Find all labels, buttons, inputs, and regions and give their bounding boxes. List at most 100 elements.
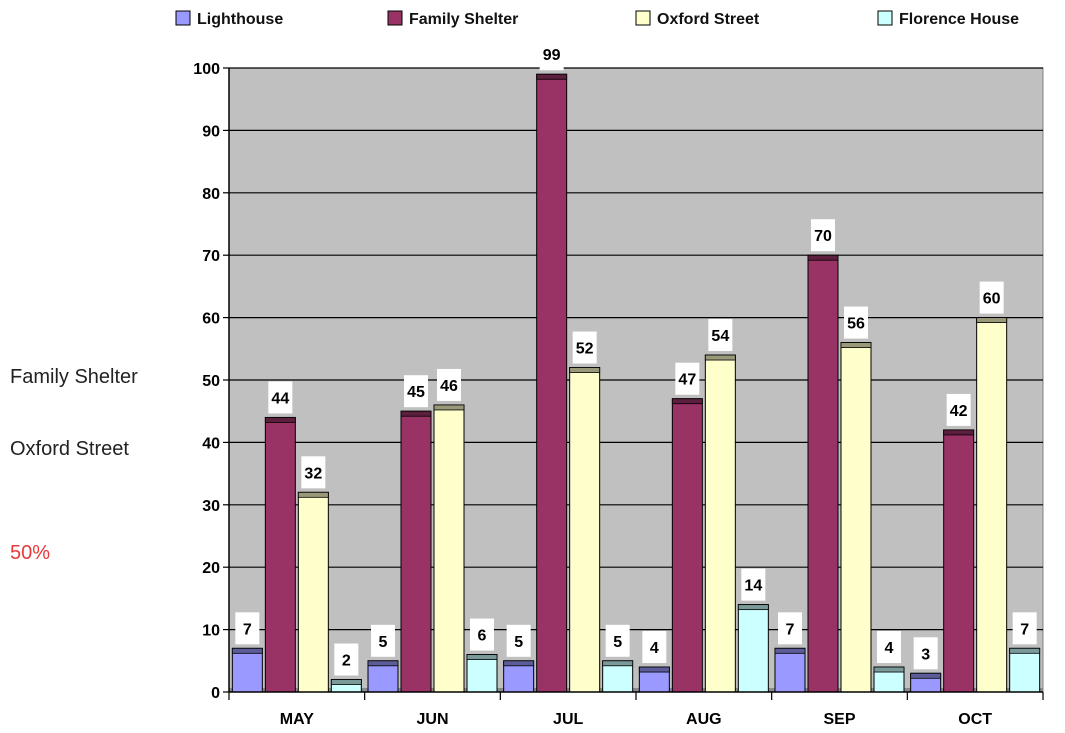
data-label-box-lighthouse-may [235,612,260,645]
data-label-box-florence-house-oct [1012,612,1037,645]
bar-cap-florence-house-jul [602,660,634,667]
legend-label-family-shelter: Family Shelter [409,11,518,28]
data-label-box-oxford-street-sep [844,306,868,339]
data-label-box-oxford-street-jun [437,368,461,401]
data-label-box-oxford-street-aug [708,319,733,352]
y-tick-label: 0 [211,685,220,702]
legend-label-florence-house: Florence House [899,11,1019,28]
data-label-box-oxford-street-jul [572,331,597,364]
y-tick-label: 30 [202,498,220,515]
y-tick-label: 80 [202,186,220,203]
bar-family-shelter-oct [943,429,975,693]
data-label-florence-house-jul: 5 [613,634,622,651]
bar-cap-oxford-street-sep [840,342,872,348]
data-label-box-lighthouse-jul [506,624,531,657]
bar-cap-lighthouse-jul [503,660,535,667]
bar-family-shelter-jul [536,73,568,693]
data-label-box-family-shelter-aug [675,362,700,395]
bar-lighthouse-may [231,647,263,693]
legend-swatch-oxford-street [635,10,651,26]
x-tick-label-jun: JUN [416,711,448,728]
data-label-box-lighthouse-jun [371,624,395,657]
data-label-box-florence-house-aug [741,568,766,601]
side-label-family-shelter: Family Shelter [10,366,138,388]
bar-cap-family-shelter-sep [807,254,839,261]
x-tick-label-jul: JUL [553,711,583,728]
data-label-florence-house-aug: 14 [744,578,762,595]
data-label-lighthouse-jun: 5 [379,634,388,651]
side-label-percent: 50% [10,542,51,564]
data-label-family-shelter-sep: 70 [814,228,832,245]
data-label-florence-house-may: 2 [342,653,351,670]
bar-cap-lighthouse-jun [367,660,399,667]
data-label-box-florence-house-jun [470,618,494,651]
bar-oxford-street-jul [569,367,601,693]
bar-cap-oxford-street-may [297,491,329,498]
y-tick-label: 60 [202,311,220,328]
bar-cap-oxford-street-jun [433,404,465,411]
data-label-box-lighthouse-oct [913,637,938,670]
data-label-lighthouse-oct: 3 [921,646,930,663]
bar-family-shelter-aug [671,398,703,693]
bar-oxford-street-sep [840,342,872,693]
data-label-family-shelter-jun: 45 [407,384,425,401]
bar-cap-family-shelter-may [264,417,296,423]
bar-cap-family-shelter-oct [943,429,975,436]
data-label-box-lighthouse-sep [778,612,802,645]
data-label-oxford-street-jul: 52 [576,341,594,358]
data-label-lighthouse-jul: 5 [514,634,523,651]
data-label-box-lighthouse-aug [642,631,667,664]
bar-family-shelter-sep [807,254,839,693]
bar-cap-lighthouse-sep [774,647,806,654]
bar-cap-florence-house-may [330,679,362,685]
bar-cap-family-shelter-jun [400,410,432,417]
data-label-florence-house-oct: 7 [1020,621,1029,638]
legend-label-oxford-street: Oxford Street [657,11,760,28]
x-tick-label-oct: OCT [958,711,992,728]
bar-cap-lighthouse-oct [910,672,942,679]
bar-cap-oxford-street-jul [569,367,601,373]
data-label-box-family-shelter-jul [539,38,564,71]
y-tick-label: 90 [202,123,220,140]
x-tick-label-may: MAY [280,711,314,728]
x-tick-label-aug: AUG [686,711,722,728]
bar-cap-florence-house-oct [1009,647,1041,654]
data-label-family-shelter-may: 44 [271,390,289,407]
y-tick-label: 10 [202,623,220,640]
data-label-florence-house-jun: 6 [478,628,487,645]
side-label-oxford-street: Oxford Street [10,438,129,460]
legend-swatch-lighthouse [175,10,191,26]
bar-lighthouse-sep [774,647,806,693]
plot-floor [229,688,1043,692]
data-label-family-shelter-oct: 42 [950,403,968,420]
bar-oxford-street-aug [704,354,736,693]
bar-cap-lighthouse-aug [638,666,670,673]
bar-florence-house-oct [1009,647,1041,693]
bar-cap-florence-house-sep [873,666,905,673]
bar-florence-house-aug [737,604,769,693]
y-tick-label: 100 [193,61,220,78]
data-label-box-family-shelter-jun [404,375,428,408]
legend-swatch-family-shelter [387,10,403,26]
data-label-box-family-shelter-may [268,381,293,414]
legend: Lighthouse Family Shelter Oxford Street Flo… [175,10,1019,28]
data-label-lighthouse-sep: 7 [786,621,795,638]
legend-swatch-florence-house [877,10,893,26]
y-tick-label: 20 [202,560,220,577]
bar-cap-family-shelter-aug [671,398,703,405]
data-label-oxford-street-jun: 46 [440,378,458,395]
data-label-lighthouse-aug: 4 [650,640,659,657]
data-label-family-shelter-jul: 99 [543,47,561,64]
bar-cap-florence-house-jun [466,654,498,660]
bar-florence-house-jun [466,654,498,693]
bar-oxford-street-oct [976,317,1008,693]
y-tick-label: 50 [202,373,220,390]
bar-cap-oxford-street-aug [704,354,736,361]
bars-layer [231,73,1041,693]
data-label-box-family-shelter-oct [946,393,971,426]
data-label-box-oxford-street-oct [979,281,1004,314]
bar-family-shelter-jun [400,410,432,693]
data-label-florence-house-sep: 4 [885,640,894,657]
